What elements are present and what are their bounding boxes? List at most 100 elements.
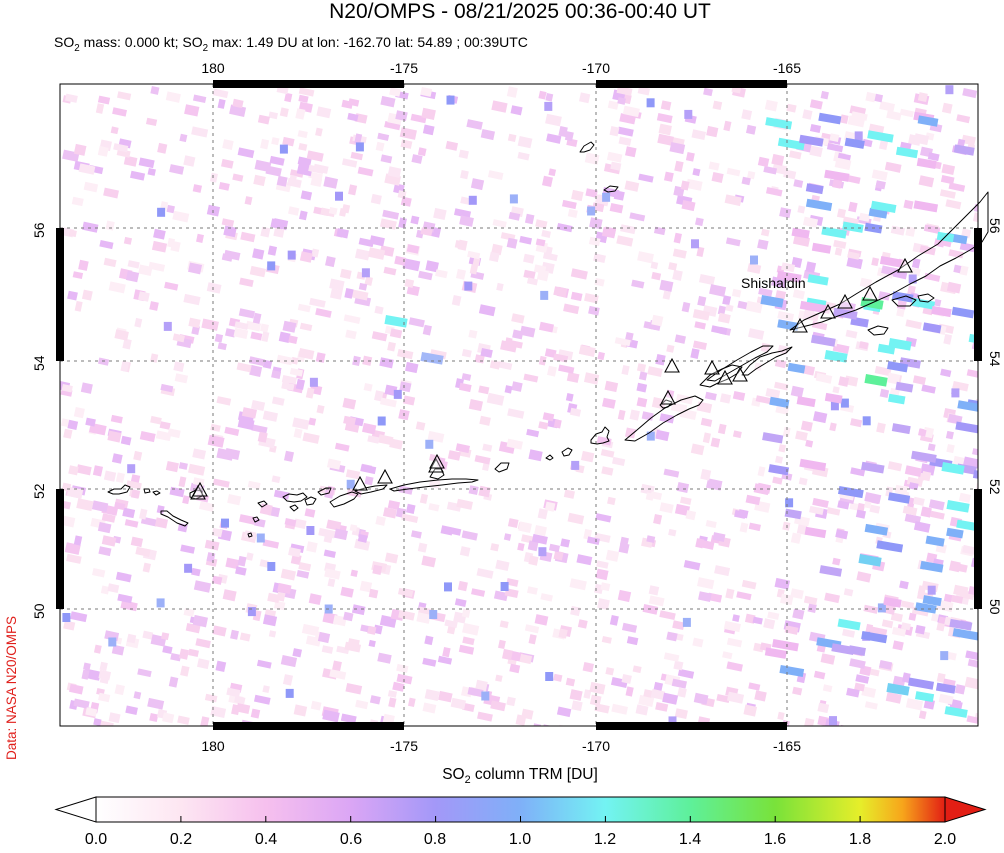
- so2-pixel: [156, 598, 165, 608]
- so2-pixel: [785, 498, 794, 508]
- so2-pixel: [915, 624, 926, 635]
- so2-pixel: [864, 492, 882, 505]
- so2-pixel: [784, 625, 799, 635]
- so2-pixel: [757, 239, 769, 250]
- so2-pixel: [824, 169, 850, 182]
- so2-pixel: [871, 169, 888, 181]
- so2-pixel: [641, 411, 654, 421]
- so2-pixel: [616, 235, 634, 247]
- so2-pixel: [295, 108, 306, 120]
- so2-pixel: [422, 324, 432, 336]
- so2-pixel: [792, 608, 805, 620]
- so2-pixel: [306, 526, 315, 535]
- so2-pixel: [891, 423, 911, 435]
- so2-pixel: [324, 568, 341, 580]
- so2-pixel: [293, 428, 303, 439]
- so2-pixel: [786, 103, 797, 113]
- so2-pixel: [127, 464, 136, 474]
- so2-pixel: [908, 274, 917, 284]
- so2-pixel: [847, 251, 860, 260]
- so2-pixel: [221, 253, 233, 262]
- volcano-triangle-icon: [660, 389, 676, 405]
- so2-pixel: [308, 417, 317, 426]
- so2-pixel: [951, 388, 960, 398]
- so2-pixel: [524, 624, 540, 634]
- so2-pixel: [915, 691, 935, 703]
- so2-pixel: [821, 226, 847, 239]
- so2-pixel: [782, 521, 791, 531]
- colorbar-tick-1.4: 1.4: [678, 831, 702, 848]
- so2-pixel: [765, 187, 783, 197]
- so2-pixel: [406, 244, 420, 254]
- so2-pixel: [293, 704, 308, 717]
- so2-pixel: [133, 691, 142, 700]
- so2-pixel: [777, 711, 785, 721]
- so2-pixel: [576, 554, 593, 566]
- so2-pixel: [183, 293, 201, 306]
- so2-pixel: [184, 563, 193, 573]
- so2-pixel: [284, 92, 293, 103]
- so2-pixel: [586, 536, 600, 546]
- so2-pixel: [584, 152, 600, 165]
- lon-top-label-180: 180: [201, 60, 225, 76]
- so2-pixel: [558, 125, 568, 138]
- so2-pixel: [856, 571, 872, 583]
- so2-pixel: [135, 546, 151, 557]
- lat-right-label-56: 56: [987, 218, 1003, 234]
- so2-pixel: [691, 129, 707, 141]
- so2-pixel: [768, 464, 790, 476]
- so2-pixel: [638, 173, 654, 183]
- so2-pixel: [85, 417, 96, 427]
- so2-pixel: [571, 189, 584, 202]
- so2-pixel: [662, 692, 679, 705]
- so2-pixel: [651, 271, 662, 281]
- so2-pixel: [629, 212, 646, 222]
- so2-pixel: [195, 638, 211, 649]
- so2-pixel: [584, 293, 599, 304]
- so2-pixel: [849, 658, 866, 669]
- so2-pixel: [239, 632, 251, 642]
- so2-pixel: [331, 660, 342, 672]
- so2-pixel: [605, 549, 620, 562]
- so2-pixel: [865, 91, 877, 103]
- so2-pixel: [697, 295, 707, 307]
- so2-pixel: [154, 517, 169, 529]
- so2-pixel: [91, 500, 109, 513]
- so2-pixel: [567, 208, 578, 218]
- so2-pixel: [545, 93, 554, 102]
- so2-pixel: [913, 521, 931, 533]
- so2-pixel: [819, 565, 843, 577]
- so2-pixel: [946, 281, 962, 294]
- so2-pixel: [72, 271, 84, 280]
- so2-pixel: [758, 287, 773, 297]
- so2-pixel: [76, 464, 92, 476]
- so2-pixel: [466, 119, 483, 130]
- so2-pixel: [854, 682, 865, 692]
- so2-pixel: [408, 317, 425, 328]
- so2-pixel: [545, 672, 554, 681]
- so2-pixel: [178, 462, 188, 470]
- so2-pixel: [931, 305, 952, 318]
- so2-pixel: [420, 87, 433, 97]
- so2-pixel: [838, 724, 857, 726]
- so2-pixel: [282, 136, 295, 147]
- so2-pixel: [767, 611, 780, 620]
- so2-pixel: [972, 469, 978, 481]
- so2-pixel: [547, 365, 557, 377]
- so2-pixel: [946, 527, 964, 539]
- so2-pixel: [373, 624, 383, 635]
- so2-pixel: [279, 144, 288, 154]
- so2-pixel: [528, 634, 537, 645]
- so2-pixel: [165, 461, 179, 473]
- so2-pixel: [336, 228, 349, 239]
- so2-pixel: [496, 282, 504, 292]
- so2-pixel: [553, 419, 562, 429]
- lat-right-label-50: 50: [987, 599, 1003, 615]
- so2-pixel: [471, 588, 486, 597]
- so2-pixel: [635, 704, 649, 716]
- so2-pixel: [196, 233, 204, 243]
- so2-pixel: [230, 629, 239, 640]
- so2-pixel: [899, 580, 909, 590]
- so2-pixel: [253, 174, 266, 187]
- so2-pixel: [764, 647, 787, 659]
